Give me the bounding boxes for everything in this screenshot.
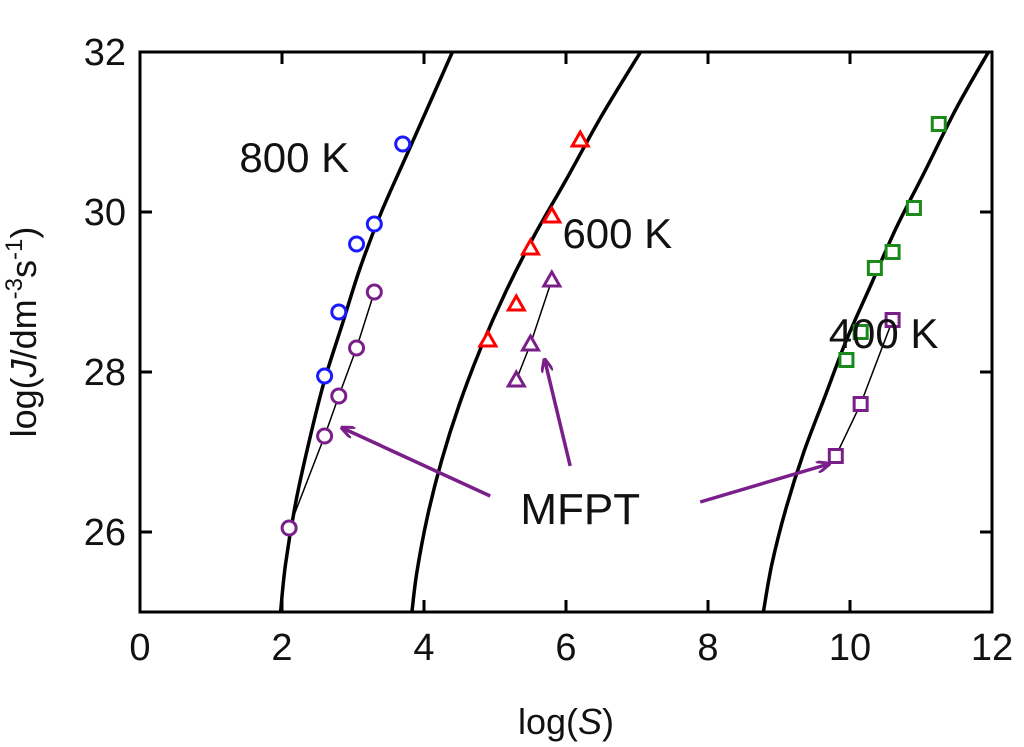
point: [930, 116, 947, 132]
curve-label-1: 600 K: [562, 210, 672, 257]
arrow-1: [545, 360, 572, 467]
point: [884, 244, 901, 260]
point: [505, 292, 527, 312]
point: [394, 135, 412, 153]
series-1: [280, 283, 383, 537]
x-tick-label: 6: [555, 627, 576, 669]
point: [330, 387, 348, 405]
y-tick-label: 30: [84, 192, 126, 234]
arrow-2: [699, 464, 829, 504]
point: [348, 339, 366, 357]
curve-labels: 800 K 600 K 400 K: [239, 134, 938, 357]
point: [905, 200, 922, 216]
fit-curve-2: [761, 52, 990, 612]
y-tick-label: 26: [84, 512, 126, 554]
point: [365, 283, 383, 301]
x-tick-label: 8: [697, 627, 718, 669]
axis-ticks: 0 2 4 6 8 10 12 26 28 30 32: [84, 32, 1013, 669]
point: [866, 260, 883, 276]
x-tick-label: 0: [129, 627, 150, 669]
point: [852, 324, 869, 340]
point: [330, 303, 348, 321]
series-line-1: [288, 291, 376, 529]
point: [852, 396, 869, 412]
y-tick-label: 32: [84, 32, 126, 74]
point: [505, 368, 527, 388]
x-axis-title: log(S): [518, 701, 614, 742]
point: [827, 448, 844, 464]
series-3: [505, 268, 563, 388]
series-4: [838, 116, 947, 368]
x-tick-label: 12: [971, 627, 1013, 669]
point: [519, 236, 542, 256]
series-0: [316, 135, 412, 385]
mfpt-annotation: MFPT: [342, 360, 828, 534]
x-tick-label: 2: [271, 627, 292, 669]
point: [519, 332, 542, 352]
point: [541, 204, 563, 224]
curve-label-0: 800 K: [239, 134, 349, 181]
point: [316, 427, 334, 445]
x-tick-label: 4: [413, 627, 434, 669]
series-5: [827, 312, 901, 464]
point: [280, 519, 298, 537]
mfpt-label: MFPT: [520, 485, 640, 534]
y-axis-title: log(J/dm-3s-1): [1, 227, 44, 438]
arrow-0: [342, 428, 491, 498]
data-series: [280, 116, 947, 537]
series-2: [477, 128, 591, 348]
point: [365, 215, 383, 233]
point: [477, 328, 499, 348]
point: [316, 367, 334, 385]
x-tick-label: 10: [829, 627, 871, 669]
point: [348, 235, 366, 253]
point: [541, 268, 563, 288]
curve-label-2: 400 K: [829, 310, 939, 357]
point: [569, 128, 591, 148]
point: [884, 312, 901, 328]
point: [838, 352, 855, 368]
y-tick-label: 28: [84, 352, 126, 394]
